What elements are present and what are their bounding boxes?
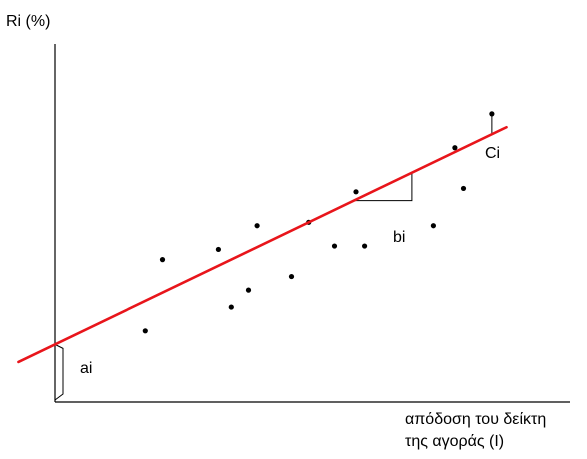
scatter-point [362, 243, 368, 249]
scatter-point [228, 304, 234, 310]
scatter-point [142, 328, 148, 334]
slope-label: bi [393, 229, 405, 246]
scatter-point [288, 273, 295, 280]
intercept-bracket [54, 343, 64, 401]
x-axis-label-line1: απόδοση του δείκτη [405, 411, 546, 428]
scatter-point [353, 189, 359, 195]
y-axis-label: Ri (%) [6, 13, 50, 30]
residual-point [489, 111, 495, 117]
regression-line [17, 125, 508, 364]
scatter-point [245, 287, 252, 293]
regression-line-group [17, 125, 508, 364]
x-axis-label-line2: της αγοράς (Ι) [405, 433, 504, 450]
scatter-points [142, 145, 467, 334]
axes [54, 44, 570, 403]
scatter-point [215, 246, 221, 253]
intercept-label: ai [80, 360, 92, 377]
annotation-marks [54, 111, 495, 401]
slope-triangle [353, 172, 413, 202]
scatter-point [460, 185, 467, 192]
residual-label: Ci [485, 145, 500, 162]
scatter-point [452, 145, 458, 151]
scatter-point [254, 223, 260, 229]
scatter-point [331, 243, 338, 249]
scatter-point [159, 257, 166, 263]
scatter-point [430, 223, 436, 229]
